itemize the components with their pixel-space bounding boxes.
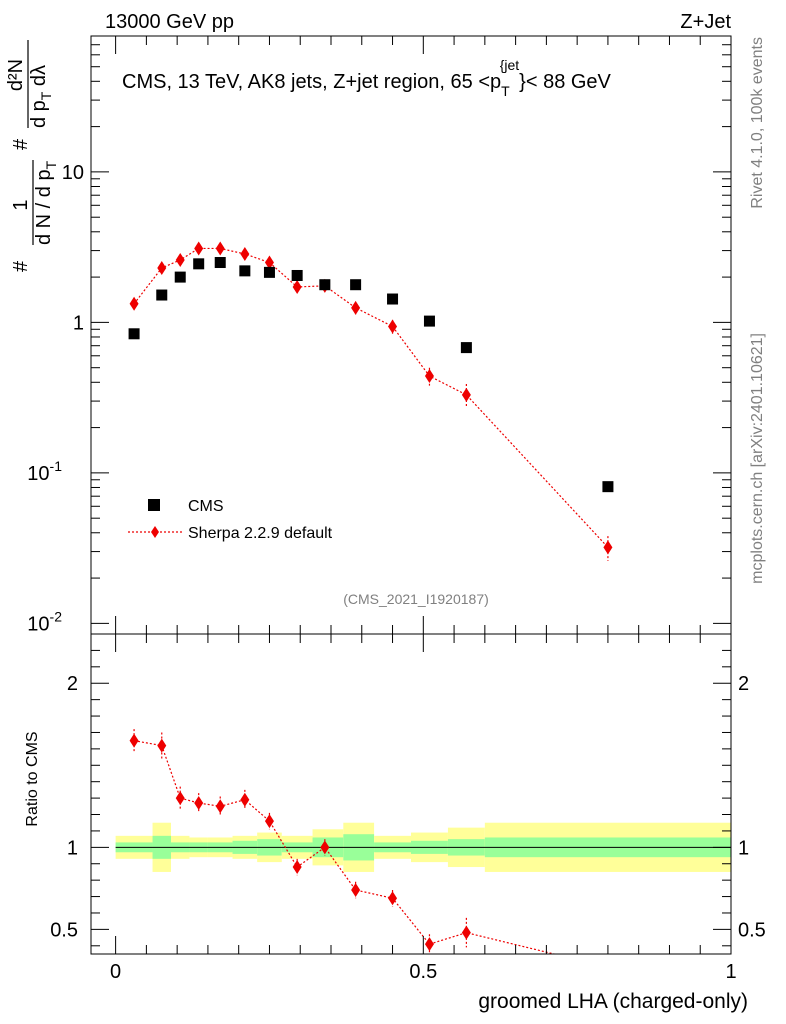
ylabel-hash-2: # [10, 138, 32, 150]
cms-point [193, 258, 205, 270]
main-ylabel: # 1 d N / d pT # d²N d pT dλ [5, 40, 59, 272]
mcplots-info: mcplots.cern.ch [arXiv:2401.10621] [749, 333, 766, 584]
ratio-sherpa-point [215, 799, 225, 814]
main-title: CMS, 13 TeV, AK8 jets, Z+jet region, 65 … [122, 57, 612, 99]
cms-point [239, 265, 251, 277]
cms-point [156, 289, 168, 301]
ratio-sherpa-point [292, 860, 302, 875]
xtick-label: 0 [110, 961, 121, 983]
ratio-sherpa-point [351, 883, 361, 897]
cms-point [423, 315, 435, 327]
legend-cms-marker [148, 499, 160, 511]
ylabel-frac-bottom: d pT dλ [28, 65, 54, 128]
sherpa-point [292, 279, 302, 294]
xtick-label: 1 [725, 961, 736, 983]
legend-sherpa-label: Sherpa 2.2.9 default [188, 525, 333, 542]
sherpa-point [461, 387, 471, 402]
x-axis-label: groomed LHA (charged-only) [478, 990, 748, 1013]
ratio-ytick-label: 1 [67, 837, 78, 859]
ratio-sherpa-point [157, 738, 167, 753]
xtick-label: 0.5 [409, 961, 437, 983]
ratio-axis-ticks: 0.5 0.51 12 20 0.5 1 [50, 633, 766, 983]
ylabel-numerator: 1 [10, 199, 32, 210]
sherpa-point [424, 369, 434, 384]
legend: CMS Sherpa 2.2.9 default [128, 498, 333, 542]
ylabel-hash-1: # [10, 260, 32, 272]
sherpa-point [603, 540, 613, 555]
ratio-ytick-label-right: 0.5 [738, 919, 766, 941]
cms-point [174, 271, 186, 283]
sherpa-point [194, 241, 204, 256]
sherpa-point [157, 260, 167, 275]
main-plot-frame [90, 35, 732, 635]
main-ytick-label: 10-1 [27, 458, 62, 485]
analysis-tag: (CMS_2021_I1920187) [343, 591, 489, 607]
cms-point [263, 266, 275, 278]
ratio-ylabel: Ratio to CMS [24, 731, 41, 826]
ratio-sherpa-point [424, 937, 434, 952]
header-right: Z+Jet [680, 11, 731, 33]
ratio-ytick-label-right: 1 [738, 837, 749, 859]
sherpa-point [351, 300, 361, 315]
cms-point [214, 257, 226, 269]
sherpa-point [175, 252, 185, 267]
ratio-sherpa-point [240, 792, 250, 807]
main-ytick-label: 1 [73, 312, 84, 334]
legend-sherpa-marker [151, 526, 159, 538]
legend-cms-label: CMS [188, 498, 224, 515]
sherpa-point [215, 241, 225, 256]
cms-point [291, 269, 303, 281]
ylabel-denominator: d N / d pT [33, 160, 59, 245]
ratio-sherpa-point [461, 925, 471, 940]
ratio-sherpa-point [388, 891, 398, 906]
ylabel-frac-top: d²N [5, 59, 27, 91]
main-series-layer [128, 241, 614, 561]
cms-point [319, 279, 331, 291]
ratio-sherpa-point [603, 960, 612, 974]
ratio-sherpa-point [264, 814, 274, 829]
cms-point [387, 293, 399, 305]
ratio-sherpa-point [175, 791, 185, 806]
cms-point [350, 279, 362, 291]
cms-point [128, 328, 140, 340]
ratio-plot-frame [90, 633, 732, 955]
cms-point [602, 481, 614, 493]
rivet-info: Rivet 4.1.0, 100k events [749, 37, 766, 209]
ratio-sherpa-point [194, 796, 204, 811]
sherpa-point [240, 246, 250, 261]
ratio-sherpa-point [320, 840, 330, 855]
cms-point [460, 342, 472, 354]
ratio-ytick-label: 0.5 [50, 919, 78, 941]
ratio-ytick-label-right: 2 [738, 673, 749, 695]
header-left: 13000 GeV pp [105, 11, 234, 33]
main-ytick-label: 10 [62, 162, 84, 184]
sherpa-point [388, 319, 398, 334]
ratio-ytick-label: 2 [67, 673, 78, 695]
sherpa-point [129, 296, 139, 311]
main-ytick-label: 10-2 [27, 608, 62, 635]
sherpa-point [264, 255, 274, 270]
ratio-sherpa-point [129, 733, 139, 748]
